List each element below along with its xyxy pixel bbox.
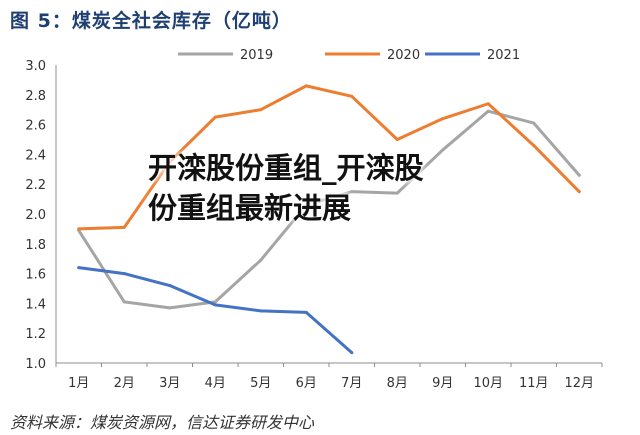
series-line-2021 [77,266,354,355]
data-point-2019 [577,173,581,177]
data-point-2020 [259,108,263,112]
data-point-2021 [77,266,81,270]
data-point-2019 [395,191,399,195]
legend-label-2019: 2019 [240,48,273,63]
data-point-2019 [532,121,536,125]
y-tick-label: 1.2 [25,327,46,342]
y-tick-label: 2.2 [25,178,46,193]
data-point-2019 [304,203,308,207]
y-tick-label: 2.6 [25,119,46,134]
data-point-2020 [168,160,172,164]
data-point-2019 [168,306,172,310]
x-tick-label: 8月 [387,376,408,391]
x-tick-label: 6月 [296,376,317,391]
y-tick-label: 1.8 [25,238,46,253]
y-axis: 1.0 1.2 1.4 1.6 1.8 2.0 2.2 2.4 2.6 2.8 3.0 [25,59,57,372]
data-point-2021 [350,351,354,355]
data-point-2021 [304,310,308,314]
data-point-2020 [441,117,445,121]
data-point-2019 [486,109,490,113]
chart-legend: 2019 2020 2021 [178,48,520,63]
data-point-2019 [350,190,354,194]
x-tick-label: 5月 [250,376,271,391]
data-point-2021 [168,284,172,288]
data-point-2019 [441,148,445,152]
x-axis: 1月 2月 3月 4月 5月 6月 7月 8月 9月 10月 11月 12月 [55,362,603,391]
data-point-2020 [395,138,399,141]
source-note: 资料来源：煤炭资源网，信达证券研发中心 [10,413,315,432]
data-point-2021 [213,303,217,307]
y-tick-label: 1.0 [25,357,46,372]
data-point-2020 [350,94,354,98]
x-tick-label: 12月 [564,376,594,391]
data-point-2020 [77,227,81,231]
data-point-2021 [259,309,263,313]
overlay-line-2: 份重组最新进展 [148,191,352,225]
series-group [77,84,581,355]
data-point-2020 [577,190,581,194]
y-tick-label: 2.0 [25,208,46,223]
y-tick-label: 3.0 [25,59,46,74]
series-line-2019 [77,109,581,310]
data-point-2020 [304,84,308,88]
x-tick-label: 3月 [159,376,180,391]
figure-title: 图 5：煤炭全社会库存（亿吨） [10,10,292,32]
data-point-2019 [259,258,263,262]
y-tick-label: 1.4 [25,297,46,312]
series-line-2020 [77,84,581,231]
x-tick-label: 9月 [432,376,453,391]
overlay-caption: 开滦股份重组_开滦股 份重组最新进展 [148,148,424,228]
legend-label-2021: 2021 [487,48,520,63]
data-point-2020 [486,102,490,106]
x-tick-label: 2月 [114,376,135,391]
data-point-2020 [213,115,217,119]
y-tick-label: 1.6 [25,268,46,283]
y-tick-label: 2.8 [25,89,46,104]
x-tick-label: 1月 [68,376,89,391]
legend-label-2020: 2020 [387,48,420,63]
x-tick-label: 4月 [205,376,226,391]
data-point-2019 [213,300,217,304]
x-tick-label: 11月 [519,376,549,391]
data-point-2020 [122,225,126,229]
data-point-2021 [122,272,126,276]
overlay-line-1: 开滦股份重组_开滦股 [148,151,424,185]
y-tick-label: 2.4 [25,148,46,163]
data-point-2019 [122,300,126,304]
data-point-2020 [532,143,536,147]
x-tick-label: 7月 [341,376,362,391]
x-tick-label: 10月 [473,376,503,391]
